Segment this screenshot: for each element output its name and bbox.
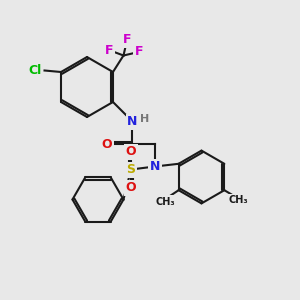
Text: CH₃: CH₃ [155, 196, 175, 207]
Text: O: O [126, 181, 136, 194]
Text: F: F [105, 44, 113, 57]
Text: F: F [123, 33, 131, 46]
Text: H: H [140, 114, 150, 124]
Text: O: O [126, 145, 136, 158]
Text: S: S [127, 163, 136, 176]
Text: N: N [127, 115, 138, 128]
Text: F: F [135, 45, 143, 58]
Text: N: N [150, 160, 160, 173]
Text: CH₃: CH₃ [229, 195, 248, 205]
Text: Cl: Cl [28, 64, 41, 77]
Text: O: O [101, 137, 112, 151]
